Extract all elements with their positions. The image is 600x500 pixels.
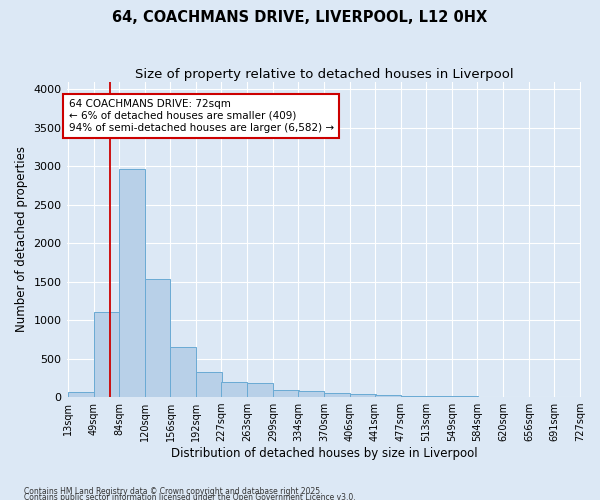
Bar [119, 168, 145, 397]
Text: 64 COACHMANS DRIVE: 72sqm
← 6% of detached houses are smaller (409)
94% of semi-: 64 COACHMANS DRIVE: 72sqm ← 6% of detach… [68, 100, 334, 132]
Text: Contains HM Land Registry data © Crown copyright and database right 2025.: Contains HM Land Registry data © Crown c… [24, 487, 323, 496]
Bar [68, 392, 94, 397]
Bar [247, 383, 273, 397]
Bar [350, 394, 376, 397]
X-axis label: Distribution of detached houses by size in Liverpool: Distribution of detached houses by size … [170, 447, 477, 460]
Bar [452, 396, 478, 397]
Bar [401, 396, 427, 397]
Bar [145, 280, 170, 397]
Bar [273, 390, 299, 397]
Bar [375, 395, 401, 397]
Title: Size of property relative to detached houses in Liverpool: Size of property relative to detached ho… [134, 68, 513, 80]
Text: Contains public sector information licensed under the Open Government Licence v3: Contains public sector information licen… [24, 492, 356, 500]
Bar [298, 392, 324, 397]
Y-axis label: Number of detached properties: Number of detached properties [15, 146, 28, 332]
Bar [170, 347, 196, 397]
Text: 64, COACHMANS DRIVE, LIVERPOOL, L12 0HX: 64, COACHMANS DRIVE, LIVERPOOL, L12 0HX [112, 10, 488, 25]
Bar [324, 393, 350, 397]
Bar [427, 396, 452, 397]
Bar [196, 372, 222, 397]
Bar [221, 382, 247, 397]
Bar [94, 312, 119, 397]
